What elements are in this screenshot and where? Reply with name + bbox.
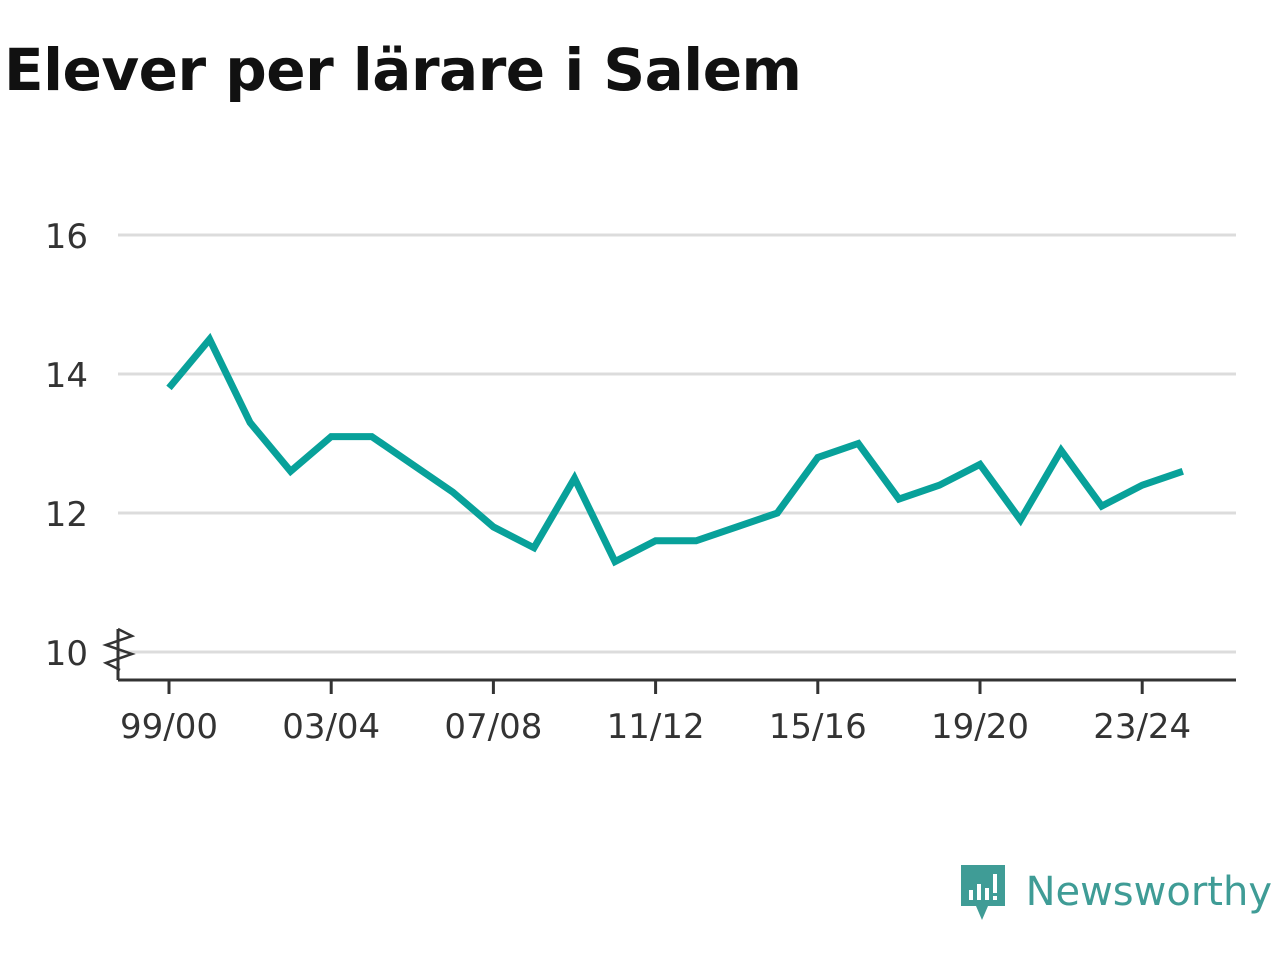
x-tick-label: 99/00 — [120, 707, 218, 747]
y-axis-tick-labels: 10 12 14 16 — [45, 217, 88, 674]
x-tick-label: 11/12 — [607, 707, 705, 747]
y-tick-label: 12 — [45, 495, 88, 535]
x-tick-label: 03/04 — [282, 707, 380, 747]
x-tick-label: 15/16 — [769, 707, 867, 747]
y-tick-label: 14 — [45, 356, 88, 396]
y-tick-label: 16 — [45, 217, 88, 257]
x-tick-label: 19/20 — [931, 707, 1029, 747]
newsworthy-logo-icon — [960, 865, 1005, 920]
gridlines — [118, 233, 1236, 654]
brand-name: Newsworthy — [1025, 869, 1272, 915]
x-tick-label: 23/24 — [1093, 707, 1191, 747]
x-axis — [102, 627, 1236, 682]
series-layer — [166, 332, 1184, 567]
x-tick-label: 07/08 — [444, 707, 542, 747]
axis-break-mark — [102, 627, 136, 672]
series-line — [166, 332, 1184, 567]
x-axis-tick-labels: 99/00 03/04 07/08 11/12 15/16 19/20 23/24 — [120, 680, 1191, 747]
brand-logo: Newsworthy — [958, 862, 1272, 922]
y-tick-label: 10 — [45, 634, 88, 674]
chart-title: Elever per lärare i Salem — [4, 36, 802, 104]
